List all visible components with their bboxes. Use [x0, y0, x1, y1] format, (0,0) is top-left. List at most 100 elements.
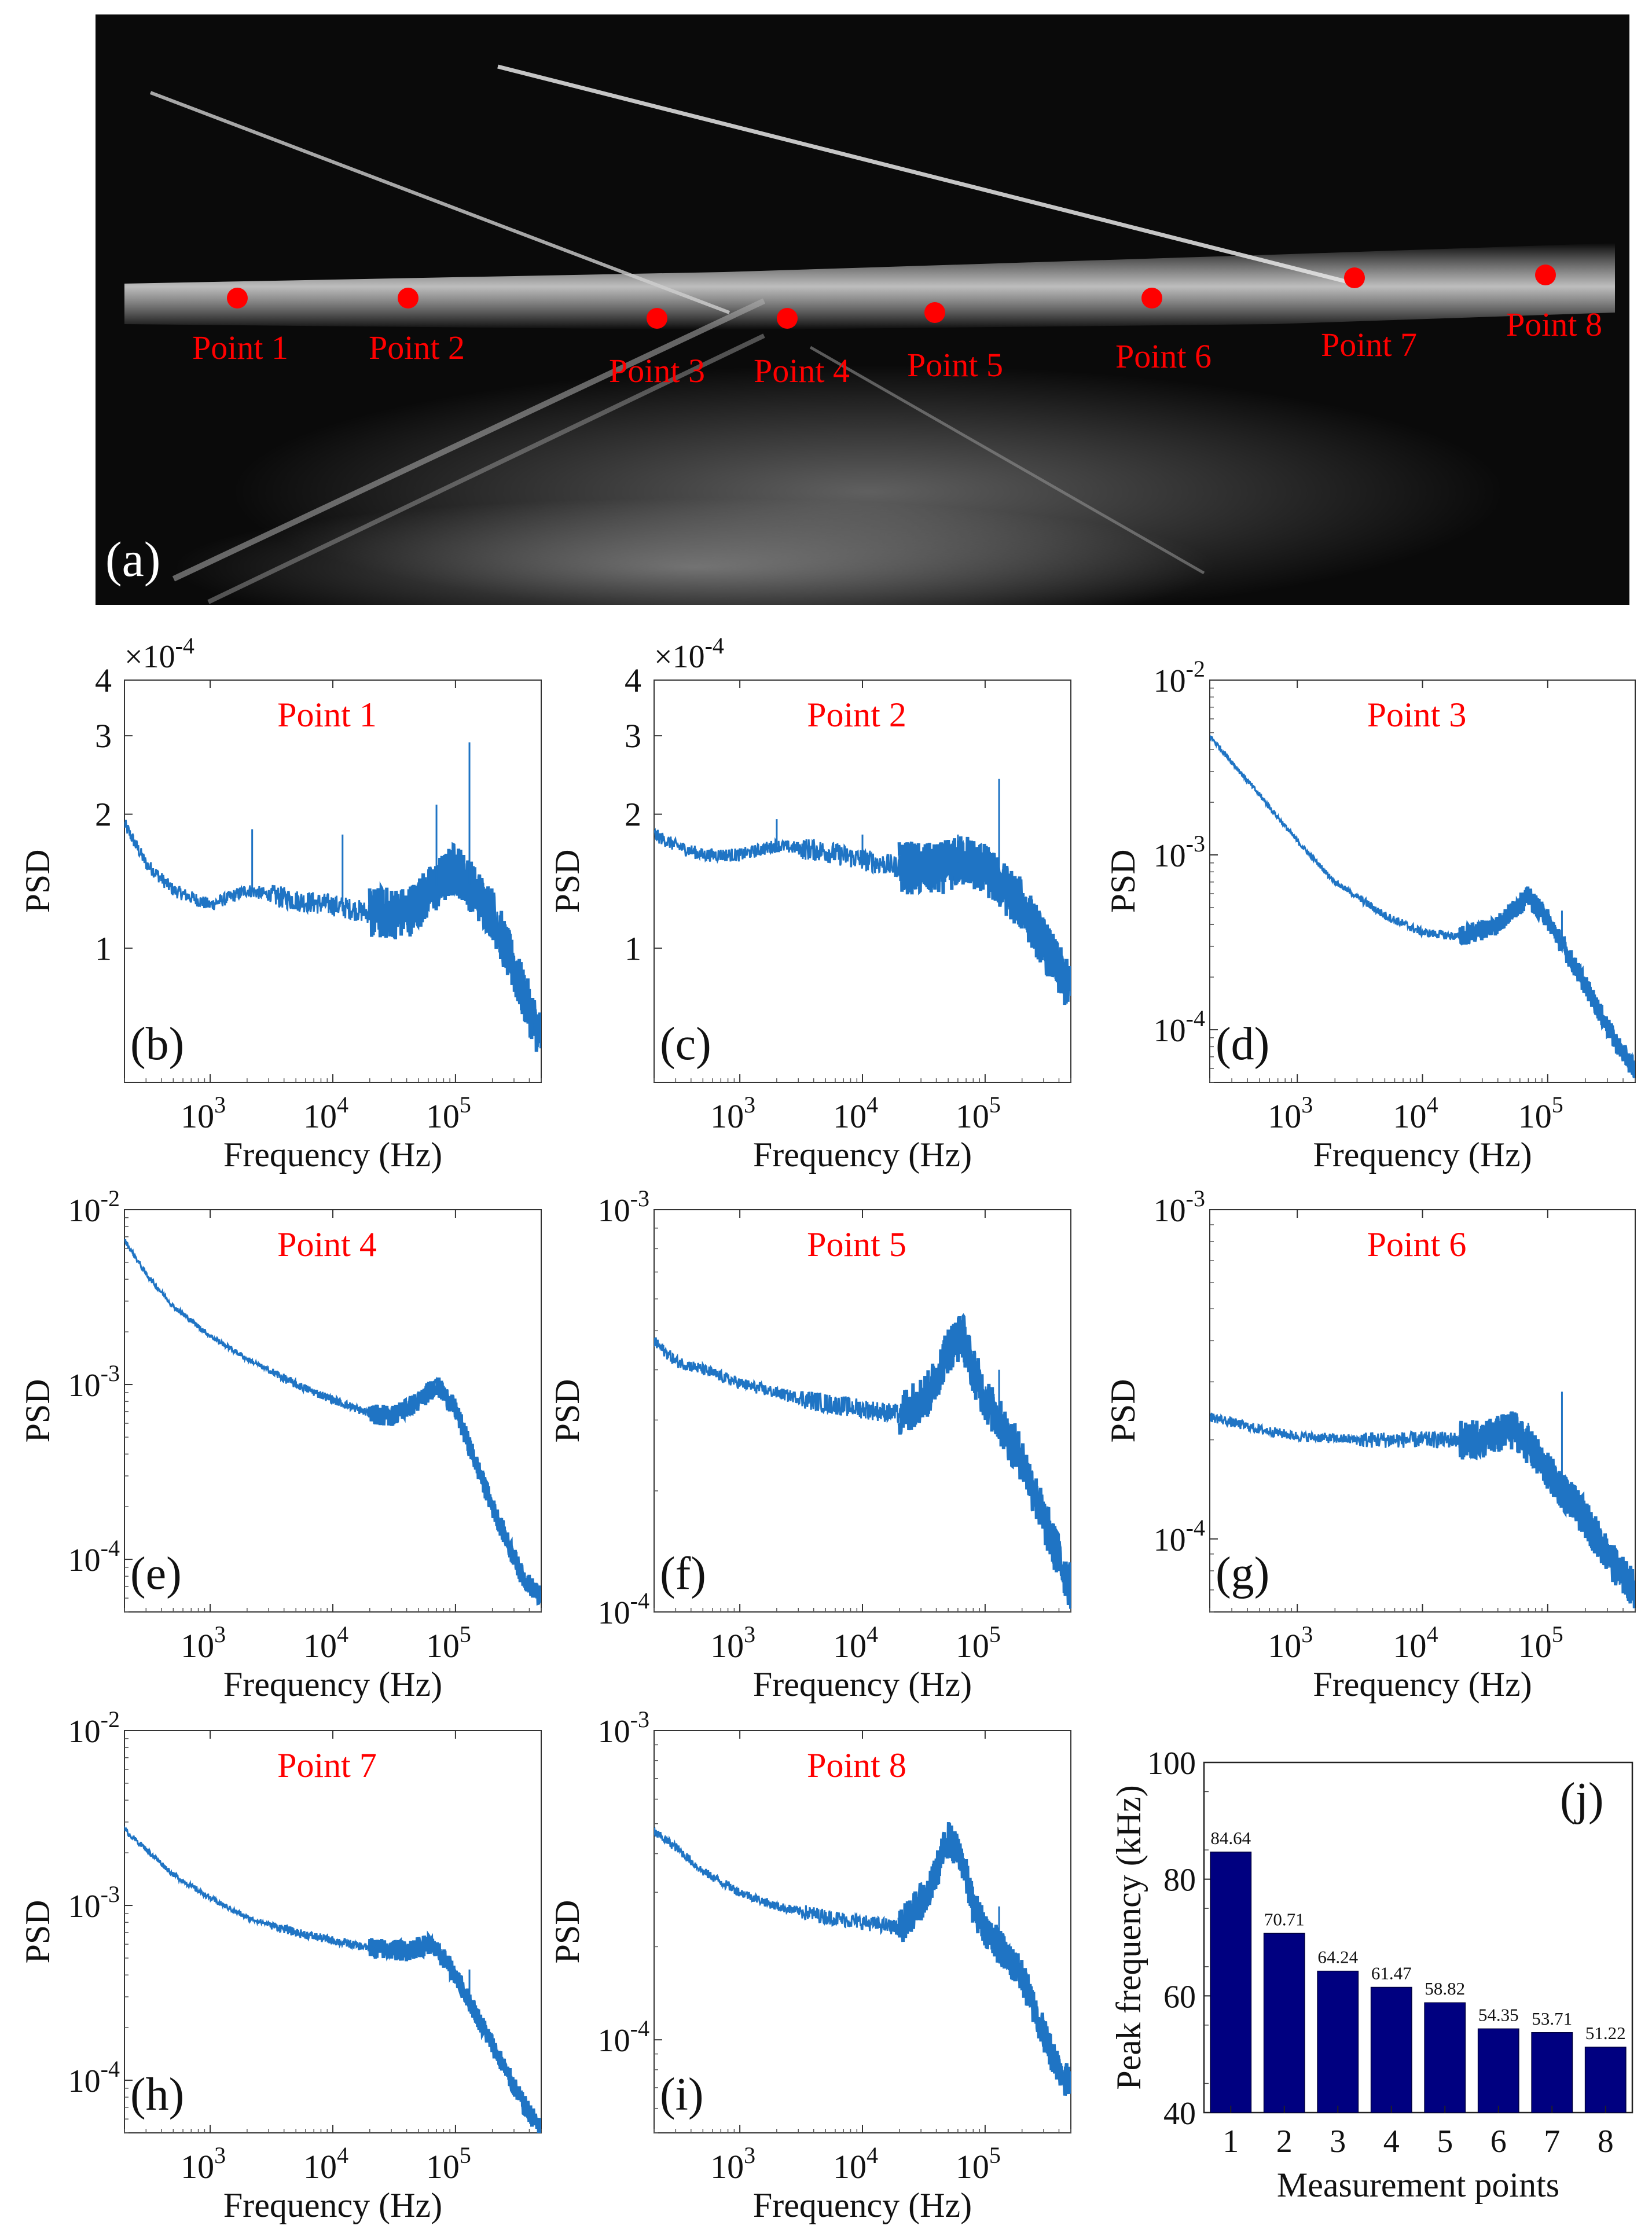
psd-series-band [1458, 886, 1635, 1078]
psd-chart-7: 103 104 105 10-2 10-3 10-4 Frequency (Hz) PSD Po… [19, 1706, 542, 2224]
point-marker-2 [398, 288, 418, 308]
y-tick-label: 10-4 [1154, 1515, 1205, 1558]
y-tick-label: 10-2 [68, 1185, 120, 1229]
y-axis-label: PSD [548, 1900, 586, 1963]
x-tick-label: 103 [710, 2142, 755, 2186]
panel-label: (e) [130, 1548, 182, 1599]
y-tick-label: 10-2 [68, 1706, 120, 1750]
x-tick-label: 105 [956, 1092, 1001, 1135]
x-axis-label: Frequency (Hz) [223, 2186, 442, 2224]
bar-y-tick-label: 40 [1163, 2096, 1196, 2132]
y-axis-label: PSD [548, 1379, 586, 1442]
psd-chart-4: 103 104 105 10-2 10-3 10-4 Frequency (Hz) PSD Po… [19, 1185, 542, 1703]
bar-plot-frame [1203, 1761, 1633, 2114]
flow-region-glow-lower [174, 498, 1216, 637]
point-label-5: Point 5 [907, 346, 1003, 384]
y-tick-label: 4 [625, 662, 641, 699]
chart-title: Point 6 [1367, 1225, 1467, 1264]
bar-chart-panel-j: 40 60 80 100 84.64 1 70.71 2 64.24 3 61.47 4 58.82 5 5… [1110, 1746, 1633, 2204]
x-tick-label: 104 [1393, 1621, 1438, 1665]
psd-series-band [368, 1377, 541, 1606]
panel-label: (d) [1216, 1019, 1269, 1070]
y-tick-label: 10-3 [68, 1881, 120, 1925]
point-label-2: Point 2 [369, 329, 465, 366]
x-tick-label: 104 [833, 2142, 878, 2186]
y-tick-label: 1 [625, 930, 641, 967]
psd-chart-1: 103 104 105 1 2 3 4 ×10-4 Frequency (Hz) PSD Point… [19, 633, 542, 1174]
bar-x-tick-label: 7 [1544, 2124, 1560, 2159]
psd-charts: 103 104 105 1 2 3 4 ×10-4 Frequency (Hz) PSD Point… [19, 633, 1636, 2224]
psd-series-band [897, 1313, 1071, 1609]
x-tick-label: 103 [181, 2142, 226, 2186]
psd-series [124, 820, 541, 1048]
y-tick-label: 4 [95, 662, 112, 699]
psd-series-band [368, 1930, 541, 2133]
panel-label: (h) [130, 2069, 184, 2120]
panel-label: (c) [660, 1019, 711, 1070]
x-tick-label: 103 [181, 1092, 226, 1135]
point-label-1: Point 1 [192, 329, 288, 366]
y-multiplier: ×10-4 [124, 633, 194, 675]
x-tick-label: 103 [710, 1092, 755, 1135]
x-axis-label: Frequency (Hz) [753, 2186, 972, 2224]
psd-series-band [368, 842, 541, 1052]
reflected-shock-1 [172, 298, 766, 582]
x-tick-label: 104 [303, 2142, 348, 2186]
y-tick-label: 10-3 [598, 1706, 649, 1750]
x-axis-label: Frequency (Hz) [223, 1136, 442, 1174]
psd-chart-3: 103 104 105 10-2 10-3 10-4 Frequency (Hz) PSD Po… [1104, 656, 1636, 1174]
bar-y-tick-label: 60 [1163, 1979, 1196, 2015]
bar-value-label: 53.71 [1532, 2008, 1572, 2029]
psd-chart-5: 103 104 105 10-3 10-4 Frequency (Hz) PSD Point … [548, 1185, 1071, 1703]
psd-chart-6: 103 104 105 10-3 10-4 Frequency (Hz) PSD Point … [1104, 1185, 1636, 1703]
psd-series [124, 1239, 541, 1602]
x-axis-label: Frequency (Hz) [753, 1665, 972, 1703]
chart-title: Point 8 [807, 1746, 906, 1784]
x-tick-label: 104 [833, 1621, 878, 1665]
y-tick-label: 10-3 [68, 1360, 120, 1404]
bar-3 [1317, 1970, 1359, 2113]
bar-value-label: 51.22 [1585, 2023, 1626, 2043]
plot-frame [1209, 680, 1636, 1083]
psd-series [124, 1826, 541, 2133]
bar-6 [1477, 2028, 1519, 2113]
x-tick-label: 104 [303, 1621, 348, 1665]
x-axis-label: Frequency (Hz) [1313, 1665, 1532, 1703]
shock-wave-1 [149, 91, 730, 314]
y-tick-label: 10-4 [1154, 1005, 1205, 1049]
psd-series-band [1458, 1411, 1635, 1608]
y-tick-label: 10-4 [598, 1588, 649, 1631]
bar-x-tick-label: 1 [1223, 2124, 1239, 2159]
bar-2 [1263, 1933, 1305, 2113]
point-marker-6 [1141, 288, 1162, 308]
y-axis-label: PSD [1104, 849, 1142, 913]
bar-x-tick-label: 2 [1276, 2124, 1293, 2159]
point-label-8: Point 8 [1506, 306, 1602, 343]
y-multiplier: ×10-4 [654, 633, 724, 675]
chart-title: Point 2 [807, 696, 906, 734]
point-marker-3 [647, 308, 667, 329]
bar-7 [1531, 2032, 1573, 2113]
chart-title: Point 3 [1367, 696, 1467, 734]
y-axis-label: PSD [19, 1900, 57, 1963]
panel-label: (g) [1216, 1548, 1269, 1599]
x-tick-label: 105 [1518, 1621, 1563, 1665]
bar-value-label: 61.47 [1371, 1963, 1412, 1984]
psd-chart-2: 103 104 105 1 2 3 4 ×10-4 Frequency (Hz) PSD Point… [548, 633, 1071, 1174]
bar-1 [1210, 1852, 1252, 2113]
point-label-4: Point 4 [754, 352, 850, 390]
x-tick-label: 105 [426, 1092, 471, 1135]
bar-4 [1370, 1986, 1412, 2113]
y-tick-label: 10-3 [1154, 831, 1205, 874]
bar-value-label: 84.64 [1210, 1828, 1251, 1848]
measurement-points: Point 1 Point 2 Point 3 Point 4 Point 5 Point… [192, 265, 1602, 390]
x-axis-label: Frequency (Hz) [753, 1136, 972, 1174]
x-tick-label: 105 [426, 2142, 471, 2186]
bar-x-axis-label: Measurement points [1277, 2166, 1559, 2204]
x-axis-label: Frequency (Hz) [223, 1665, 442, 1703]
chart-title: Point 1 [277, 696, 377, 734]
x-tick-label: 105 [956, 1621, 1001, 1665]
bar-5 [1424, 2002, 1466, 2113]
expansion-line [809, 346, 1205, 575]
x-tick-label: 103 [1268, 1621, 1313, 1665]
